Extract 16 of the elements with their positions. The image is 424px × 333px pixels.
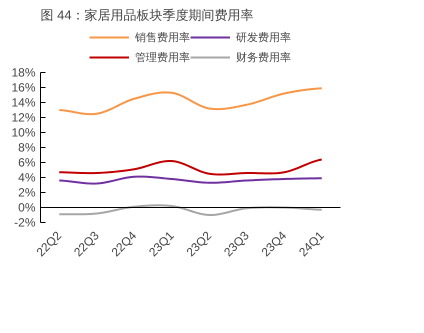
y-tick-label: 14% [11,96,36,110]
legend-label: 研发费用率 [236,30,291,44]
y-tick-label: 4% [18,170,36,184]
y-tick-label: 10% [11,126,36,140]
legend-label: 财务费用率 [236,50,291,64]
y-tick-label: 8% [18,140,36,154]
y-tick-label: 0% [18,200,36,214]
chart-title: 图 44：家居用品板块季度期间费用率 [40,8,254,22]
y-tick-label: 6% [18,156,36,170]
legend-label: 管理费用率 [135,50,190,64]
legend-label: 销售费用率 [135,30,190,44]
y-tick-label: 2% [18,186,36,200]
y-tick-label: -2% [14,216,36,230]
y-tick-label: 16% [11,80,36,94]
y-tick-label: 12% [11,110,36,124]
y-tick-label: 18% [11,66,36,80]
